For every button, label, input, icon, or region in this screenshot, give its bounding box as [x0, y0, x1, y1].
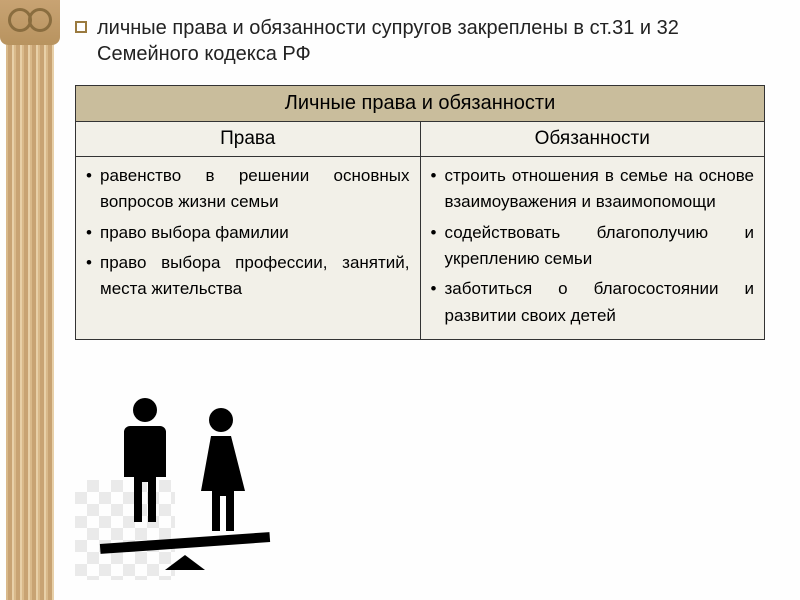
balance-figure — [75, 380, 295, 580]
list-item: равенство в решении основных вопросов жи… — [86, 163, 410, 216]
heading-row: личные права и обязанности супругов закр… — [75, 15, 785, 67]
rights-list: равенство в решении основных вопросов жи… — [86, 163, 410, 303]
balance-icon — [85, 380, 285, 570]
decorative-column — [0, 0, 60, 600]
cell-rights: равенство в решении основных вопросов жи… — [76, 157, 421, 340]
slide-content: личные права и обязанности супругов закр… — [75, 15, 785, 340]
column-shaft — [6, 45, 54, 600]
list-item: строить отношения в семье на основе взаи… — [431, 163, 755, 216]
duties-list: строить отношения в семье на основе взаи… — [431, 163, 755, 329]
list-item: право выбора фамилии — [86, 220, 410, 246]
rights-duties-table: Личные права и обязанности Права Обязанн… — [75, 85, 765, 340]
bullet-icon — [75, 21, 87, 33]
table-title: Личные права и обязанности — [76, 86, 765, 122]
col-header-duties: Обязанности — [420, 122, 765, 157]
column-capital — [0, 0, 60, 45]
list-item: право выбора профессии, занятий, места ж… — [86, 250, 410, 303]
list-item: заботиться о благосостоянии и развитии с… — [431, 276, 755, 329]
list-item: содействовать благополу­чию и укреплению… — [431, 220, 755, 273]
cell-duties: строить отношения в семье на основе взаи… — [420, 157, 765, 340]
heading-text: личные права и обязанности супругов закр… — [97, 15, 785, 67]
col-header-rights: Права — [76, 122, 421, 157]
